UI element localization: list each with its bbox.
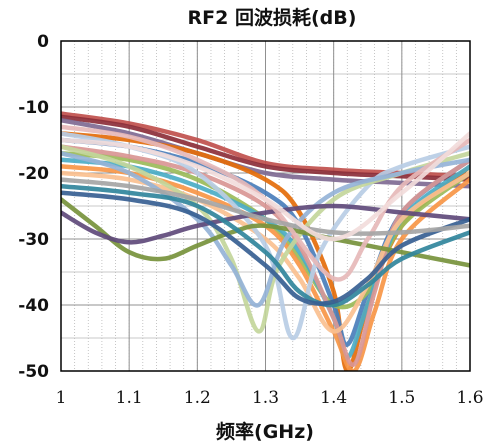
x-tick-label: 1.4 — [320, 388, 347, 408]
y-tick-label: -40 — [18, 296, 49, 316]
y-tick-label: -50 — [18, 362, 49, 382]
chart-title: RF2 回波损耗(dB) — [188, 6, 357, 29]
y-tick-label: -10 — [18, 98, 49, 118]
series-line-18 — [61, 124, 470, 282]
x-axis-label: 频率(GHz) — [216, 420, 314, 443]
series-line-13 — [61, 150, 470, 308]
series-line-15 — [61, 203, 470, 245]
x-tick-label: 1.1 — [116, 388, 143, 408]
y-tick-label: -20 — [18, 164, 49, 184]
series-line-17 — [61, 190, 470, 306]
series-line-3 — [61, 117, 470, 189]
series-line-16 — [61, 183, 470, 308]
series-line-19 — [61, 177, 470, 236]
x-tick-label: 1.6 — [456, 388, 483, 408]
x-tick-label: 1.3 — [252, 388, 279, 408]
y-tick-labels: 0 -10 -20 -30 -40 -50 — [18, 32, 49, 382]
x-tick-labels: 1 1.1 1.2 1.3 1.4 1.5 1.6 — [56, 388, 484, 408]
x-tick-label: 1.5 — [388, 388, 415, 408]
plot-frame — [60, 40, 471, 372]
series-line-6 — [61, 150, 470, 310]
y-tick-label: 0 — [37, 32, 49, 52]
series-line-20 — [61, 131, 470, 242]
x-tick-label: 1 — [56, 388, 67, 408]
series-line-14 — [61, 197, 470, 268]
x-tick-label: 1.2 — [184, 388, 211, 408]
y-tick-label: -30 — [18, 230, 49, 250]
series-line-2 — [61, 114, 470, 182]
series-group — [61, 111, 470, 371]
